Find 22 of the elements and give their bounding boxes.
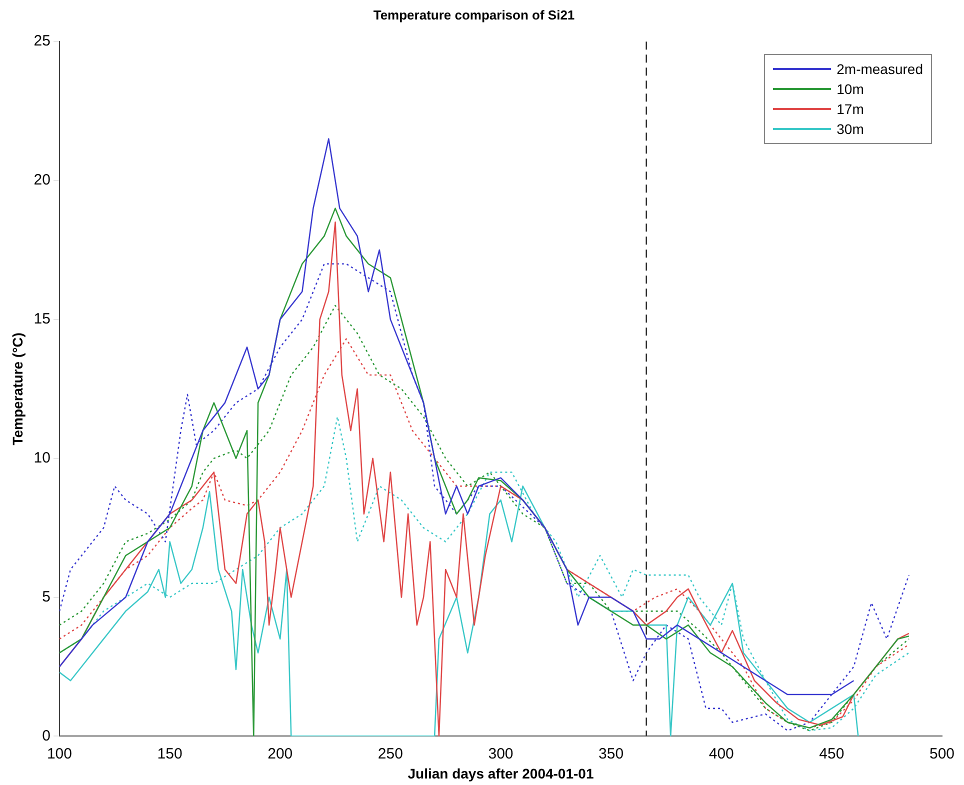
y-tick-label: 25 [34,32,50,50]
x-tick-label: 450 [819,745,844,762]
y-tick-label: 20 [34,172,50,189]
legend-label: 17m [836,100,864,117]
legend-label: 10m [836,80,864,97]
x-tick-label: 350 [598,745,624,762]
chart-title: Temperature comparison of Si21 [373,7,575,22]
x-tick-label: 200 [268,745,293,762]
x-tick-label: 300 [488,745,514,762]
y-tick-label: 15 [34,310,50,328]
y-axis-title: Temperature (°C) [9,332,26,446]
x-tick-label: 100 [46,745,72,762]
x-tick-label: 400 [708,745,734,762]
legend-label: 2m-measured [836,60,923,77]
x-tick-label: 150 [157,745,182,762]
y-tick-label: 10 [34,450,50,466]
legend-label: 30m [836,120,864,137]
x-axis-title: Julian days after 2004-01-01 [408,765,594,782]
x-tick-label: 250 [378,745,403,762]
y-tick-label: 0 [42,727,50,744]
y-tick-label: 5 [42,588,50,606]
x-tick-label: 500 [929,745,955,762]
